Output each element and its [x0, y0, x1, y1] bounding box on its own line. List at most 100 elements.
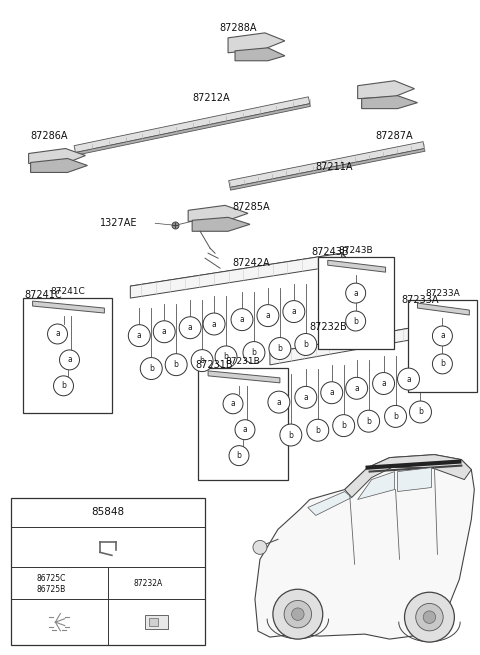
- Circle shape: [153, 321, 175, 343]
- Polygon shape: [235, 48, 285, 61]
- Circle shape: [397, 368, 420, 390]
- Circle shape: [48, 324, 68, 344]
- Text: 87211A: 87211A: [316, 162, 353, 172]
- Polygon shape: [418, 303, 469, 315]
- Circle shape: [372, 373, 395, 394]
- Polygon shape: [345, 455, 471, 498]
- Text: 87243B: 87243B: [312, 247, 349, 257]
- Circle shape: [295, 333, 317, 356]
- Polygon shape: [130, 253, 350, 294]
- Polygon shape: [358, 472, 395, 500]
- Text: b: b: [252, 348, 256, 357]
- Text: 87241C: 87241C: [50, 287, 85, 296]
- Circle shape: [165, 354, 187, 375]
- Circle shape: [405, 592, 455, 642]
- Text: 87231B: 87231B: [226, 357, 260, 366]
- Polygon shape: [74, 97, 310, 153]
- Circle shape: [257, 305, 279, 327]
- Polygon shape: [208, 371, 280, 383]
- Text: 1327AE: 1327AE: [100, 218, 138, 229]
- Text: 87241C: 87241C: [24, 290, 62, 300]
- Circle shape: [346, 377, 368, 400]
- Text: b: b: [61, 381, 66, 390]
- Text: 86725C: 86725C: [36, 574, 66, 583]
- Text: a: a: [354, 384, 359, 393]
- Text: a: a: [67, 356, 72, 364]
- Circle shape: [113, 574, 131, 592]
- Text: b: b: [237, 451, 241, 460]
- Circle shape: [333, 415, 355, 437]
- Text: a: a: [240, 315, 244, 324]
- Text: b: b: [366, 417, 371, 426]
- Text: b: b: [288, 430, 293, 440]
- Circle shape: [384, 405, 407, 427]
- Text: 87232B: 87232B: [310, 322, 348, 332]
- Bar: [11, 498, 205, 645]
- Polygon shape: [230, 149, 425, 190]
- Text: b: b: [200, 356, 204, 365]
- Text: 87233A: 87233A: [402, 295, 439, 305]
- Circle shape: [346, 283, 366, 303]
- Text: a: a: [276, 398, 281, 407]
- Text: 87232A: 87232A: [134, 579, 163, 588]
- Text: 87286A: 87286A: [31, 130, 68, 141]
- Circle shape: [432, 354, 452, 374]
- Circle shape: [268, 391, 290, 413]
- Text: 87243B: 87243B: [338, 246, 373, 255]
- Text: 87285A: 87285A: [232, 202, 270, 212]
- Polygon shape: [228, 141, 424, 187]
- Text: b: b: [120, 579, 124, 588]
- Text: a: a: [242, 425, 247, 434]
- Text: a: a: [353, 289, 358, 297]
- Circle shape: [215, 346, 237, 368]
- Bar: [23, 298, 112, 413]
- Polygon shape: [358, 81, 415, 99]
- Circle shape: [409, 401, 432, 423]
- Circle shape: [284, 601, 312, 628]
- Text: b: b: [418, 407, 423, 417]
- Text: b: b: [440, 360, 445, 368]
- Text: a: a: [212, 320, 216, 329]
- Text: b: b: [393, 412, 398, 421]
- Circle shape: [54, 376, 73, 396]
- Bar: [318, 257, 394, 349]
- Text: b: b: [149, 364, 154, 373]
- Polygon shape: [188, 206, 248, 221]
- Circle shape: [229, 445, 249, 466]
- Circle shape: [140, 358, 162, 379]
- Polygon shape: [270, 321, 457, 361]
- Text: 86725B: 86725B: [36, 585, 66, 593]
- Circle shape: [269, 337, 291, 360]
- Circle shape: [60, 350, 80, 370]
- Circle shape: [243, 342, 265, 364]
- Circle shape: [128, 325, 150, 346]
- Circle shape: [423, 611, 436, 624]
- Polygon shape: [29, 149, 85, 164]
- Polygon shape: [342, 253, 350, 273]
- Text: a: a: [440, 331, 445, 341]
- Polygon shape: [328, 260, 385, 272]
- Circle shape: [223, 394, 243, 414]
- Circle shape: [253, 540, 267, 554]
- Circle shape: [432, 326, 452, 346]
- Text: b: b: [341, 421, 346, 430]
- Polygon shape: [75, 103, 311, 155]
- Polygon shape: [397, 468, 432, 491]
- Text: a: a: [55, 329, 60, 339]
- Polygon shape: [361, 96, 418, 109]
- Circle shape: [235, 420, 255, 440]
- Text: 87288A: 87288A: [219, 23, 257, 33]
- Text: b: b: [303, 340, 308, 349]
- Polygon shape: [270, 321, 449, 365]
- Circle shape: [295, 386, 317, 408]
- Circle shape: [231, 309, 253, 331]
- Circle shape: [292, 608, 304, 620]
- Circle shape: [280, 424, 302, 446]
- Circle shape: [416, 603, 443, 631]
- Circle shape: [321, 382, 343, 403]
- Text: b: b: [315, 426, 320, 435]
- Text: a: a: [406, 375, 411, 384]
- Circle shape: [273, 590, 323, 639]
- Circle shape: [307, 419, 329, 441]
- Text: a: a: [231, 400, 235, 408]
